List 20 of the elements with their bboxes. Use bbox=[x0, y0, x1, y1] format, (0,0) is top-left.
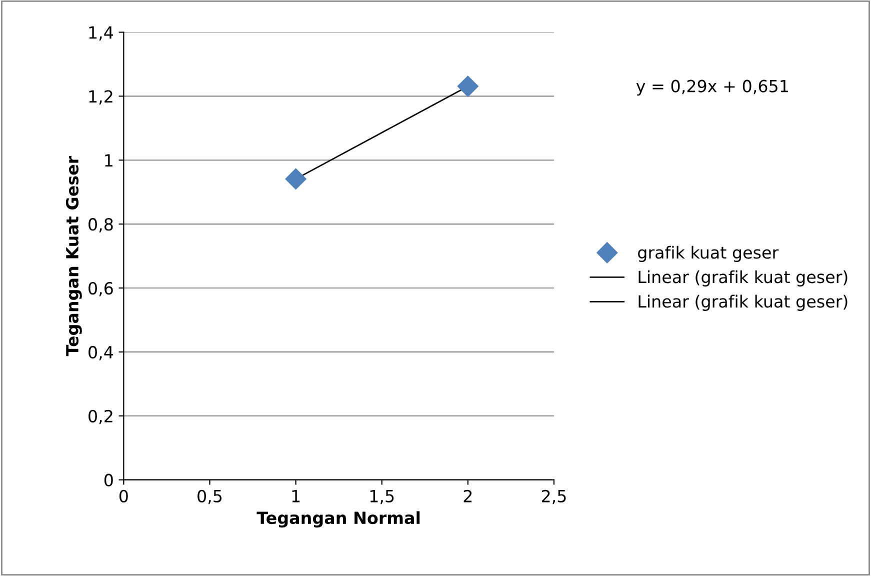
legend-label: Linear (grafik kuat geser) bbox=[638, 270, 848, 286]
y-tick-label: 0,2 bbox=[88, 410, 112, 424]
text: y = 0,29x + 0,651 bbox=[636, 80, 788, 96]
x-tick-label: 2 bbox=[464, 490, 472, 502]
y-tick-label: 1,4 bbox=[89, 26, 114, 41]
x-tick-label: 1 bbox=[292, 490, 300, 502]
y-tick-label: 0,8 bbox=[88, 218, 113, 232]
x-axis-title: Tegangan Normal bbox=[256, 511, 420, 528]
y-axis-title: Tegangan Kuat Geser bbox=[66, 156, 82, 356]
x-tick-label: 0 bbox=[119, 490, 128, 502]
y-tick-label: 0 bbox=[104, 474, 113, 486]
x-tick-label: 0,5 bbox=[198, 490, 222, 504]
legend-label: grafik kuat geser bbox=[638, 246, 779, 262]
y-tick-label: 1 bbox=[105, 154, 112, 166]
x-tick-label: 1,5 bbox=[370, 490, 394, 504]
legend-label: Linear (grafik kuat geser) bbox=[638, 294, 848, 311]
y-tick-label: 0,4 bbox=[88, 346, 114, 360]
y-tick-label: 1,2 bbox=[89, 90, 112, 104]
x-tick-label: 2,5 bbox=[542, 490, 566, 504]
y-tick-label: 0,6 bbox=[88, 282, 113, 296]
